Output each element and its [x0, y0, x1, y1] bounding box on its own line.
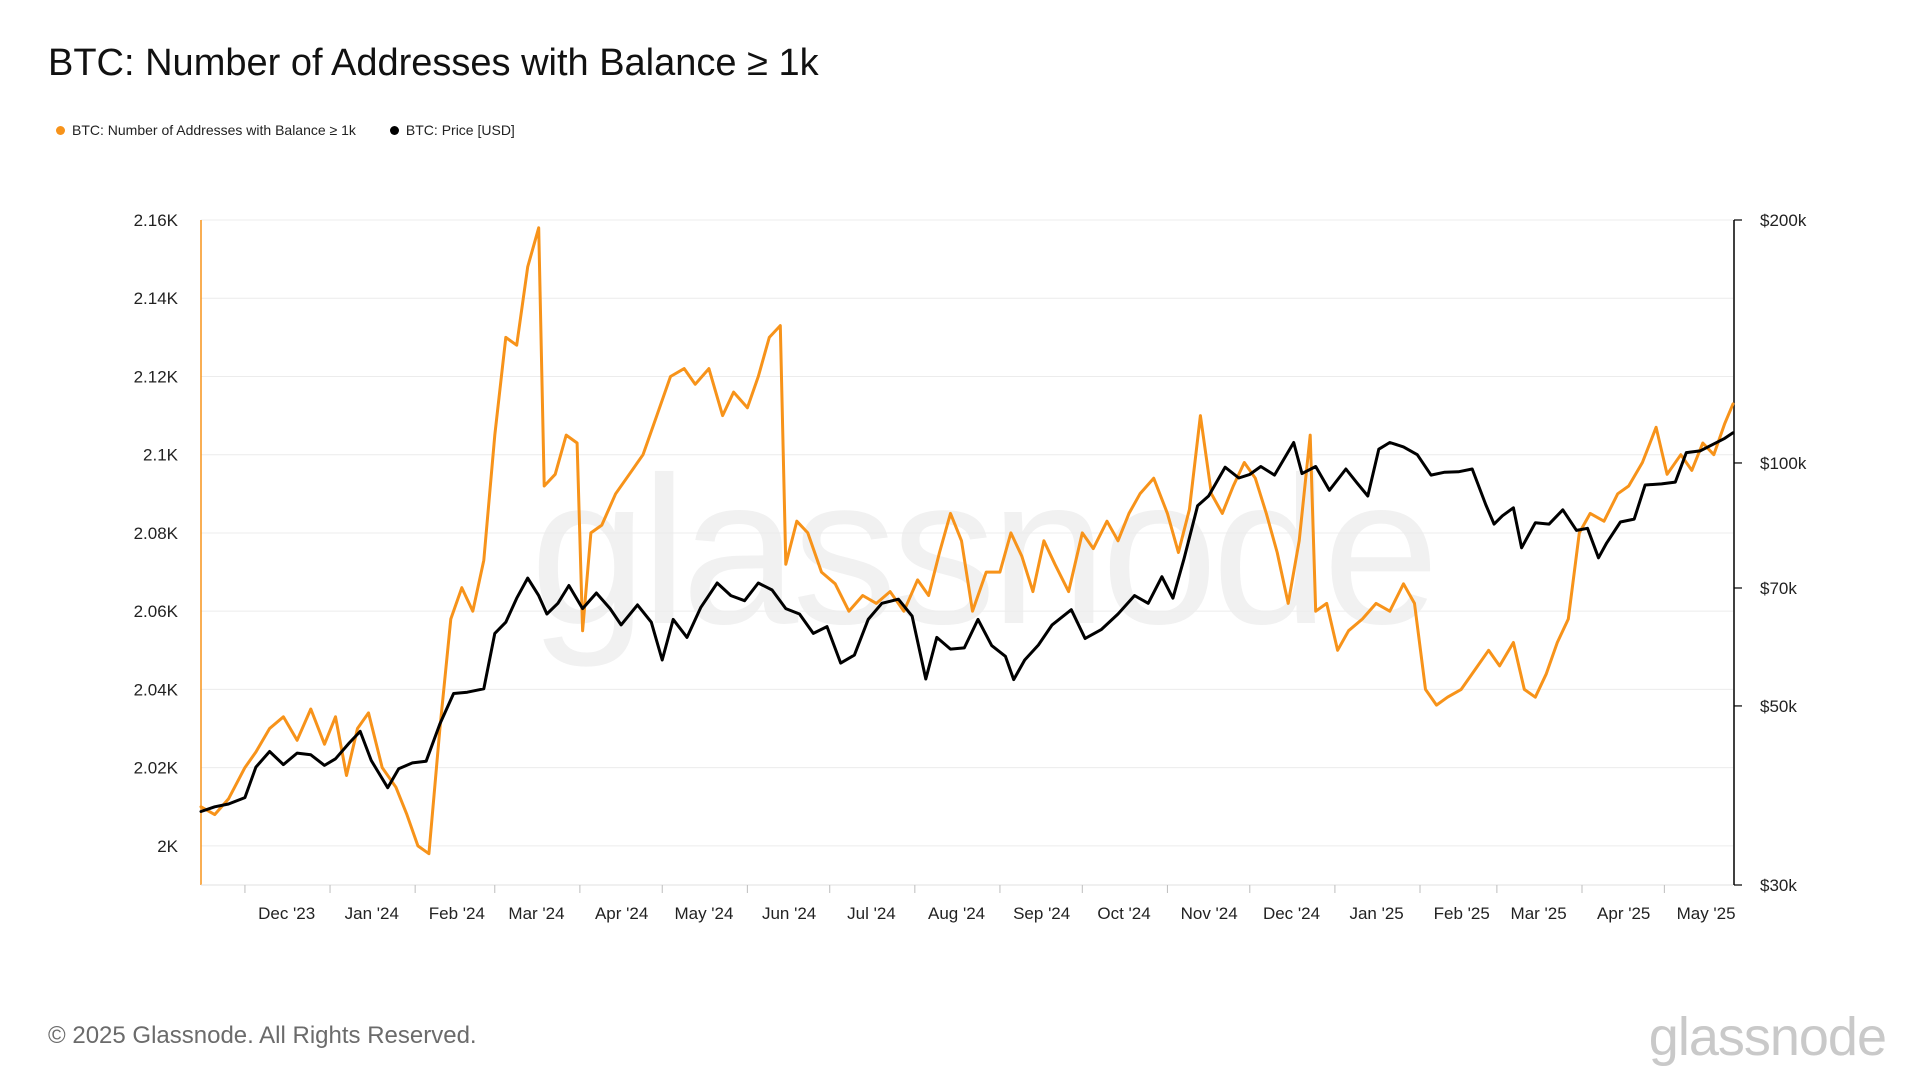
legend-label-price: BTC: Price [USD]: [405, 122, 515, 138]
left-tick-label: 2.02K: [134, 759, 179, 778]
left-tick-label: 2.04K: [134, 680, 179, 699]
x-tick-label: Apr '24: [595, 904, 648, 923]
x-tick-label: Sep '24: [1013, 904, 1070, 923]
series: [199, 226, 1735, 856]
x-tick-label: Mar '25: [1511, 904, 1567, 923]
left-tick-label: 2K: [157, 837, 178, 856]
axes: [200, 219, 1742, 893]
series-line-price[interactable]: [199, 431, 1735, 813]
x-tick-label: Dec '23: [258, 904, 315, 923]
chart-title: BTC: Number of Addresses with Balance ≥ …: [48, 42, 819, 84]
x-tick-label: Mar '24: [508, 904, 564, 923]
left-tick-label: 2.1K: [143, 446, 179, 465]
series-line-addresses[interactable]: [199, 226, 1735, 856]
legend-dot-addresses: [56, 125, 65, 135]
x-tick-label: May '24: [674, 904, 733, 923]
right-tick-label: $50k: [1760, 697, 1797, 716]
x-tick-label: Jan '25: [1349, 904, 1403, 923]
right-tick-label: $70k: [1760, 579, 1797, 598]
x-tick-label: Dec '24: [1263, 904, 1320, 923]
x-tick-label: Nov '24: [1181, 904, 1238, 923]
brand-logo: glassnode: [1648, 1007, 1887, 1067]
tick-labels: 2K 2.02K 2.04K 2.06K 2.08K 2.1K 2.12K 2.14K 2.16…: [134, 211, 1807, 923]
left-tick-label: 2.16K: [134, 211, 179, 230]
x-tick-label: Feb '24: [429, 904, 485, 923]
x-tick-label: Oct '24: [1097, 904, 1150, 923]
x-tick-label: Jul '24: [847, 904, 896, 923]
legend-label-addresses: BTC: Number of Addresses with Balance ≥ …: [72, 122, 356, 138]
right-tick-label: $30k: [1760, 876, 1797, 895]
legend: BTC: Number of Addresses with Balance ≥ …: [56, 122, 515, 138]
left-tick-label: 2.08K: [134, 524, 179, 543]
copyright-text: © 2025 Glassnode. All Rights Reserved.: [48, 1022, 477, 1049]
x-tick-label: Jan '24: [345, 904, 399, 923]
right-tick-label: $100k: [1760, 454, 1807, 473]
x-tick-label: Feb '25: [1434, 904, 1490, 923]
legend-dot-price: [389, 125, 399, 135]
x-tick-label: Jun '24: [762, 904, 816, 923]
grid-lines: [201, 219, 1733, 847]
left-tick-label: 2.06K: [134, 602, 179, 621]
left-tick-label: 2.12K: [134, 367, 179, 386]
left-tick-label: 2.14K: [134, 289, 179, 308]
x-tick-label: Aug '24: [928, 904, 985, 923]
right-tick-label: $200k: [1760, 211, 1807, 230]
x-tick-label: May '25: [1677, 904, 1736, 923]
x-tick-label: Apr '25: [1597, 904, 1650, 923]
legend-item-price[interactable]: BTC: Price [USD]: [389, 122, 515, 138]
legend-item-addresses[interactable]: BTC: Number of Addresses with Balance ≥ …: [56, 122, 356, 138]
